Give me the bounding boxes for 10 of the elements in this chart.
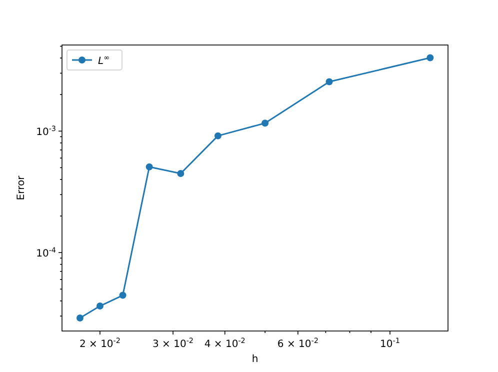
legend-label: L$^{∞}$ [98, 52, 110, 67]
x-tick-label: 3 × 10$^{-2}$ [152, 336, 194, 350]
y-axis-title: Error [16, 174, 27, 200]
x-tick-label: 2 × 10$^{-2}$ [79, 336, 120, 350]
y-tick-label: 10$^{-3}$ [36, 124, 56, 138]
x-axis-title: h [252, 354, 258, 365]
x-tick-label: 10$^{-1}$ [380, 336, 400, 350]
y-tick-label: 10$^{-4}$ [36, 245, 56, 260]
x-tick-label: 4 × 10$^{-2}$ [204, 336, 246, 350]
x-tick-label: 6 × 10$^{-2}$ [277, 336, 318, 350]
